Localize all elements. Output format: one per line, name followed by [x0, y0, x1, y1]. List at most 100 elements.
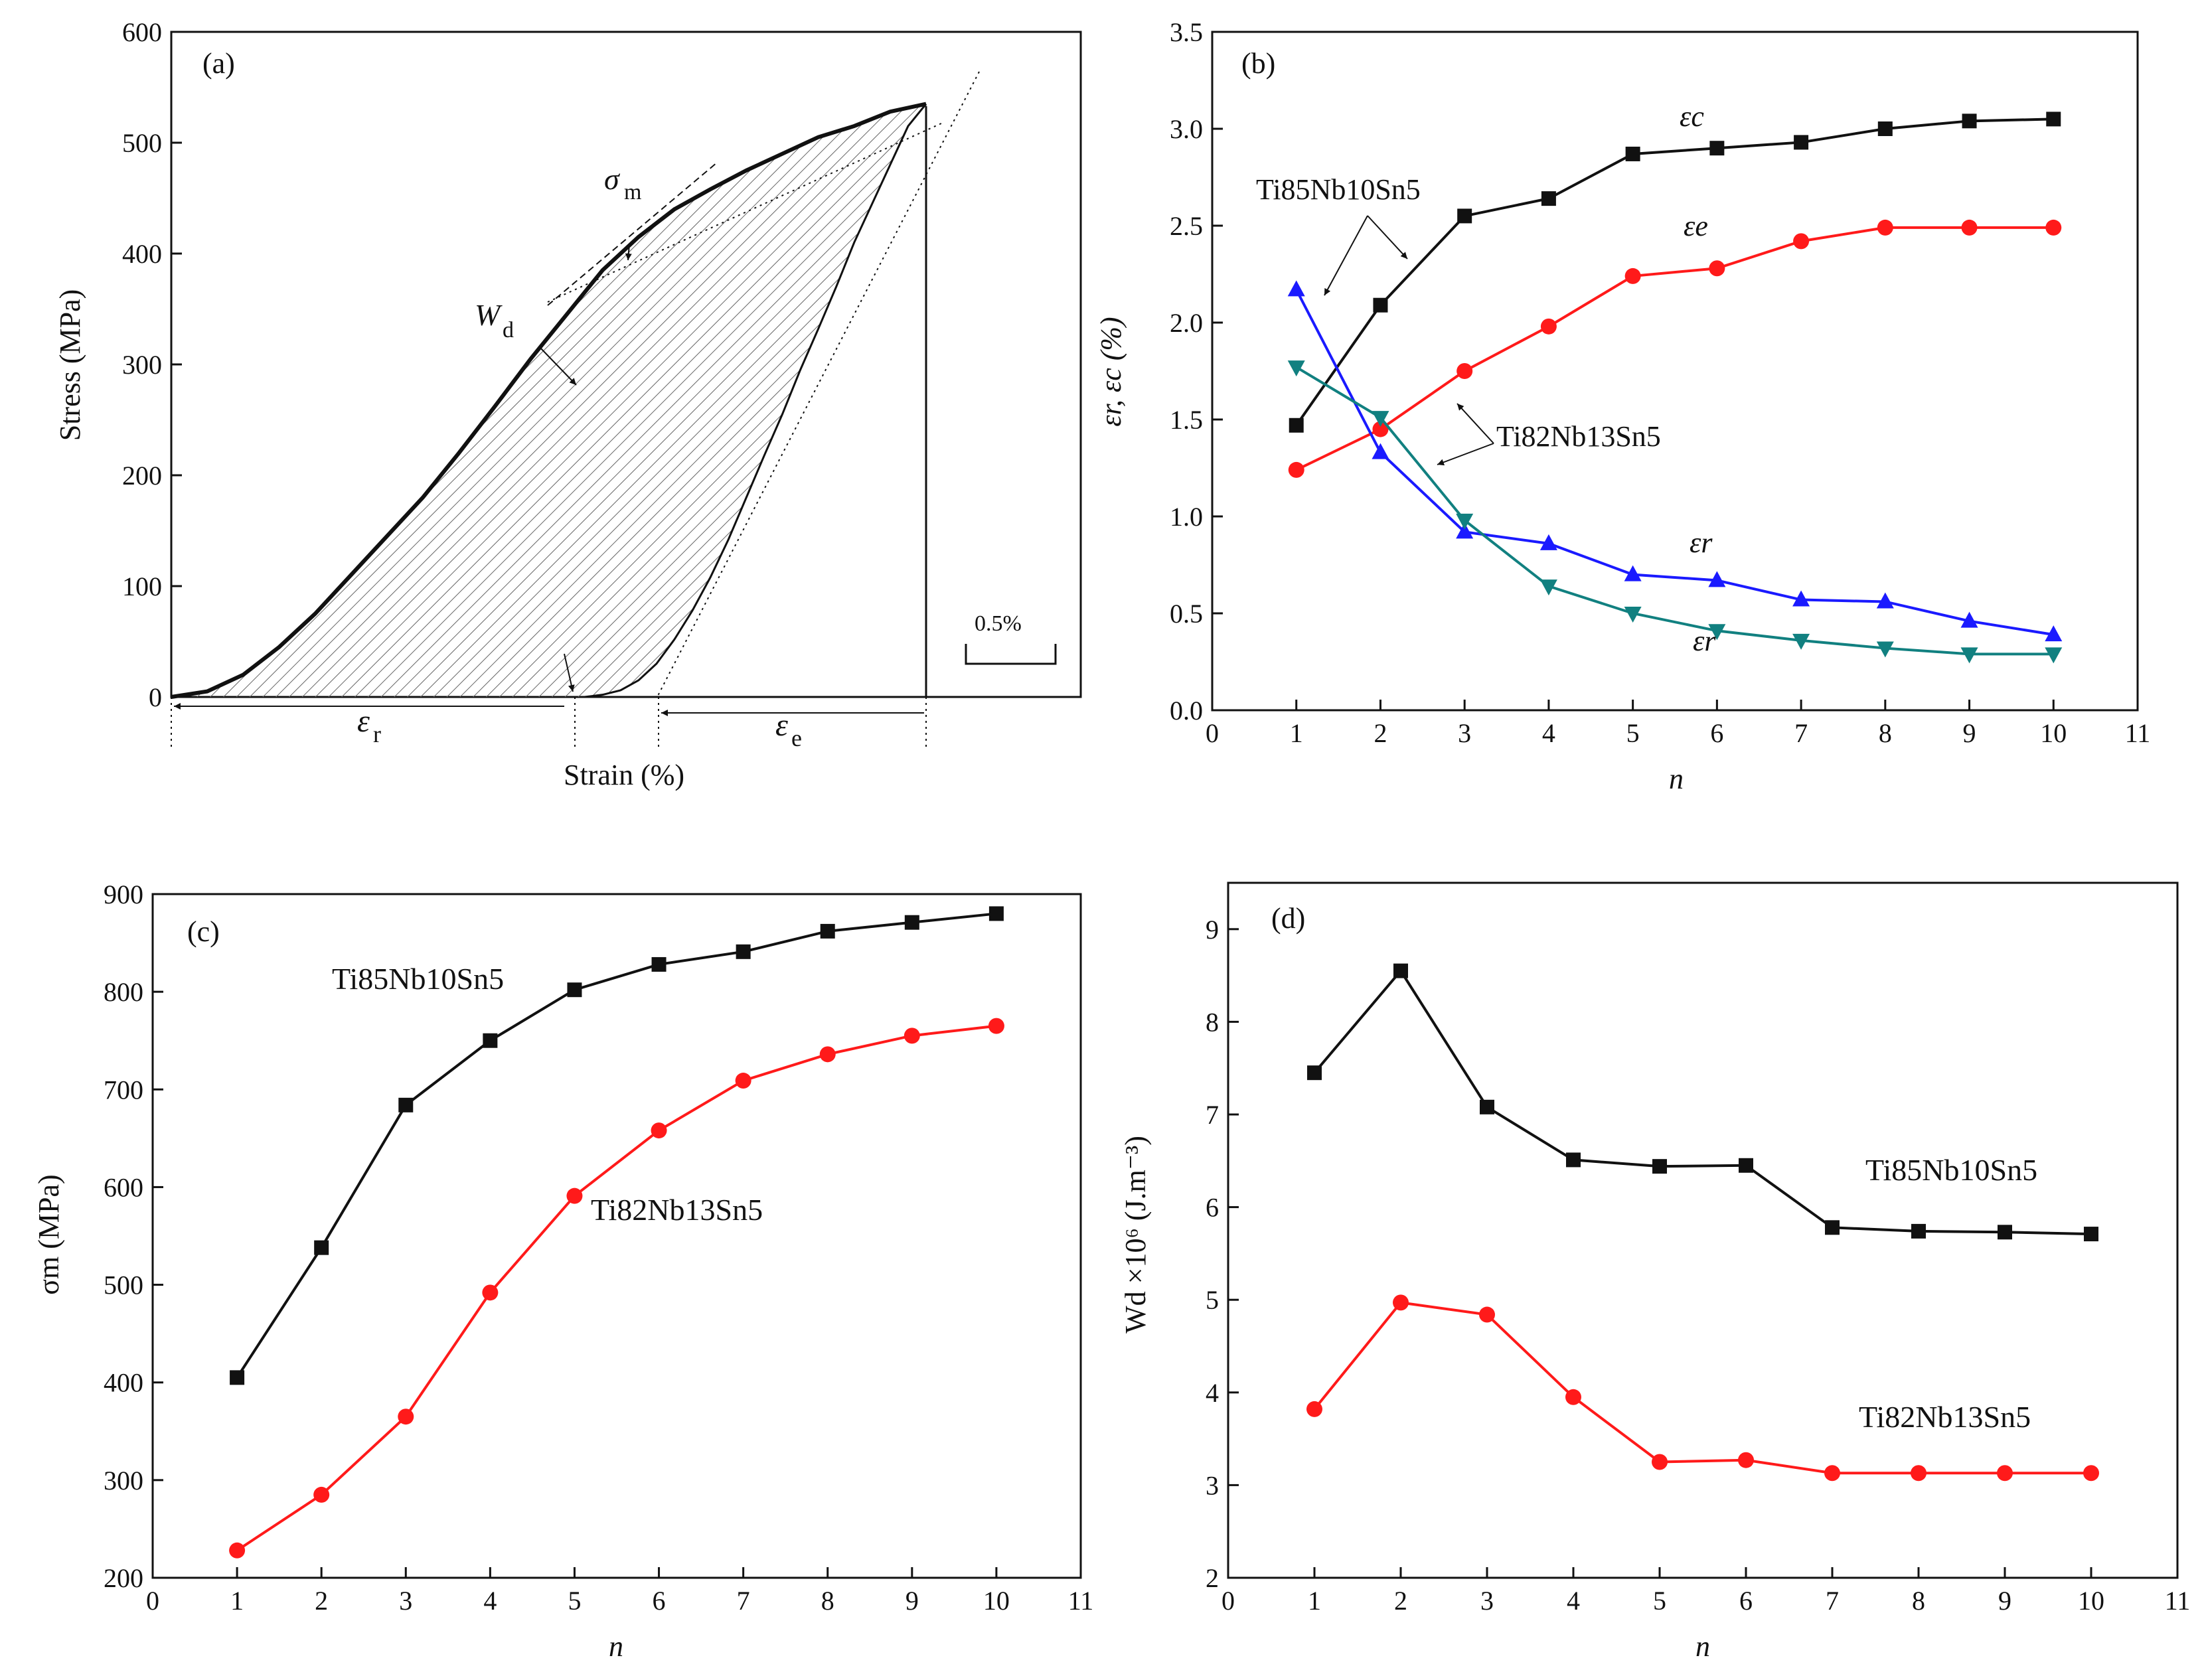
panel-d-x-tick-label: 0: [1221, 1586, 1235, 1616]
panel-b-ti85-label: Ti85Nb10Sn5: [1256, 173, 1421, 206]
panel-d-series-line-1: [1313, 1301, 2091, 1475]
panel-c-frame: [151, 893, 1082, 1579]
panel-b-point: [1539, 534, 1557, 550]
panel-c-ti82-label: Ti82Nb13Sn5: [591, 1193, 763, 1227]
panel-c-y-tick-label: 600: [104, 1172, 143, 1202]
panel-b-point: [1794, 135, 1809, 150]
panel-c-x-tick-label: 5: [568, 1586, 581, 1616]
panel-d-ti82-label: Ti82Nb13Sn5: [1859, 1400, 2031, 1434]
panel-b-label: (b): [1241, 47, 1275, 80]
panel-b-point: [1792, 590, 1810, 607]
panel-a-ee-sub: e: [791, 725, 802, 751]
panel-b-er1-label: εr: [1690, 526, 1713, 559]
panel-a-y-tick-label: 100: [122, 572, 162, 601]
panel-d-ti85-label: Ti85Nb10Sn5: [1865, 1153, 2037, 1187]
panel-c-x-tick-label: 0: [146, 1586, 159, 1616]
panel-c-y-label: σm (MPa): [33, 1174, 65, 1294]
panel-b-point: [1457, 208, 1472, 224]
panel-b-point: [1456, 513, 1474, 530]
panel-b-arrow-2: [1324, 215, 1368, 296]
panel-d-x-tick-label: 6: [1739, 1586, 1753, 1616]
panel-b-y-tick-label: 3.5: [1170, 17, 1203, 47]
panel-b-er2-label: εr: [1693, 625, 1716, 657]
panel-b-series-line-0: [1295, 117, 2054, 426]
panel-b-y-tick-label: 0.0: [1170, 696, 1203, 725]
panel-c-x-tick-label: 7: [737, 1586, 750, 1616]
panel-a-y-tick-label: 0: [149, 682, 162, 712]
panel-c-point: [314, 1240, 329, 1255]
panel-c-point: [566, 1187, 583, 1204]
panel-b-x-tick-label: 9: [1963, 718, 1976, 748]
panel-c-y-tick-label: 900: [104, 879, 143, 909]
panel-a-sigma-symbol: σ: [604, 162, 621, 196]
panel-b-point: [1709, 141, 1725, 156]
panel-b-y-tick-label: 3.0: [1170, 114, 1203, 144]
panel-b-point: [1372, 443, 1389, 459]
panel-d-point: [1911, 1223, 1926, 1239]
panel-b-point: [1624, 607, 1642, 623]
panel-c-point: [988, 1018, 1004, 1034]
panel-b-x-label: n: [1669, 763, 1684, 795]
panel-c-sigma-vs-n: 0 1 2 3 4 5 6 7 8 9 10 11 200 300 400 500 600 700 800 900 (…: [33, 879, 1093, 1663]
panel-a-wd-symbol: W: [475, 298, 503, 332]
panel-b-x-tick-label: 0: [1206, 718, 1219, 748]
panel-b-point: [2045, 625, 2063, 642]
panel-d-series: [1306, 963, 2099, 1482]
panel-d-point: [1652, 1454, 1668, 1470]
panel-b-point: [1289, 418, 1304, 433]
panel-b-point: [1960, 611, 1978, 628]
panel-b-point: [1456, 522, 1474, 539]
panel-a-er-sub: r: [373, 721, 381, 747]
panel-b-x-tick-label: 8: [1879, 718, 1892, 748]
panel-b-point: [1287, 360, 1305, 377]
panel-b-point: [1456, 363, 1473, 379]
panel-b-point: [1625, 146, 1640, 161]
panel-d-point: [1307, 1065, 1322, 1081]
panel-d-x-tick-label: 10: [2078, 1586, 2104, 1616]
panel-c-x-label: n: [609, 1630, 623, 1663]
panel-d-series-line-0: [1313, 968, 2092, 1236]
panel-c-x-tick-label: 9: [905, 1586, 919, 1616]
panel-d-point: [1739, 1158, 1753, 1173]
panel-b-point: [2045, 647, 2063, 664]
panel-c-x-tick-label: 10: [983, 1586, 1010, 1616]
panel-b-point: [1792, 633, 1810, 650]
panel-a-y-tick-label: 600: [122, 17, 162, 47]
panel-b-x-tick-label: 1: [1290, 718, 1303, 748]
panel-b-y-label: εr, εc (%): [1095, 317, 1127, 426]
panel-a-ee-symbol: ε: [775, 708, 788, 743]
panel-b-point: [1877, 219, 1893, 236]
panel-c-label: (c): [187, 915, 220, 948]
panel-b-point: [1709, 260, 1725, 277]
panel-d-point: [1393, 1294, 1409, 1311]
panel-c-point: [988, 906, 1004, 921]
panel-c-y-tick-label: 400: [104, 1368, 143, 1398]
panel-d-point: [1997, 1465, 2013, 1482]
panel-a-y-label: Stress (MPa): [54, 289, 86, 441]
panel-b-point: [1876, 592, 1894, 609]
panel-b-point: [1540, 318, 1557, 335]
panel-c-ti85-label: Ti85Nb10Sn5: [332, 962, 504, 996]
panel-a-sigma-arrow: [625, 244, 632, 261]
panel-c-point: [483, 1033, 498, 1048]
panel-c-x-tick-label: 3: [399, 1586, 412, 1616]
panel-d-y-tick-label: 6: [1206, 1193, 1219, 1223]
panel-b-y-tick-label: 0.5: [1170, 599, 1203, 629]
panel-d-x-tick-label: 2: [1394, 1586, 1407, 1616]
panel-c-point: [398, 1097, 414, 1112]
panel-b-point: [1877, 121, 1893, 136]
panel-c-x-tick-label: 1: [230, 1586, 244, 1616]
panel-a-wd-arrow: [538, 346, 577, 386]
panel-b-point: [1541, 191, 1556, 206]
panel-b-x-tick-label: 10: [2040, 718, 2067, 748]
panel-c-point: [482, 1284, 499, 1301]
panel-b-frame: [1211, 31, 2139, 712]
panel-c-point: [820, 923, 835, 939]
panel-b-series-line-2: [1295, 289, 2054, 637]
panel-c-x-tick-label: 4: [483, 1586, 497, 1616]
panel-b-y-tick-label: 2.5: [1170, 211, 1203, 241]
panel-a-scale-label: 0.5%: [975, 611, 1022, 636]
panel-b-arrow-1: [1367, 215, 1408, 260]
panel-b-x-tick-label: 3: [1458, 718, 1471, 748]
panel-d-x-tick-label: 1: [1308, 1586, 1321, 1616]
